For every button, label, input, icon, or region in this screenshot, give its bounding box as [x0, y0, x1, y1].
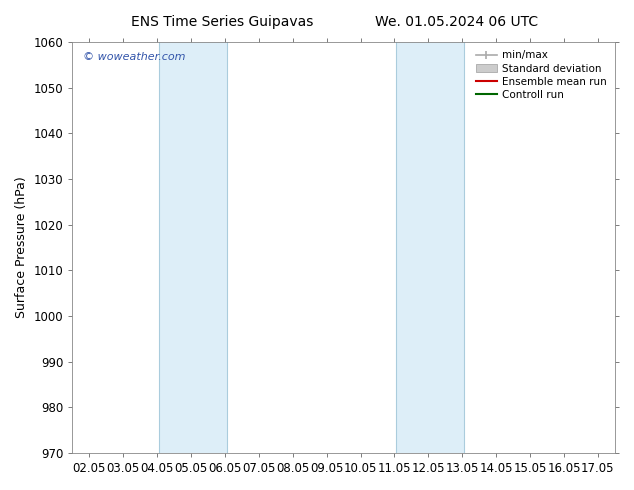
Bar — [158, 42, 226, 453]
Text: ENS Time Series Guipavas: ENS Time Series Guipavas — [131, 15, 313, 29]
Bar — [396, 42, 464, 453]
Text: © woweather.com: © woweather.com — [83, 52, 186, 62]
Legend: min/max, Standard deviation, Ensemble mean run, Controll run: min/max, Standard deviation, Ensemble me… — [472, 47, 610, 103]
Y-axis label: Surface Pressure (hPa): Surface Pressure (hPa) — [15, 176, 28, 318]
Text: We. 01.05.2024 06 UTC: We. 01.05.2024 06 UTC — [375, 15, 538, 29]
